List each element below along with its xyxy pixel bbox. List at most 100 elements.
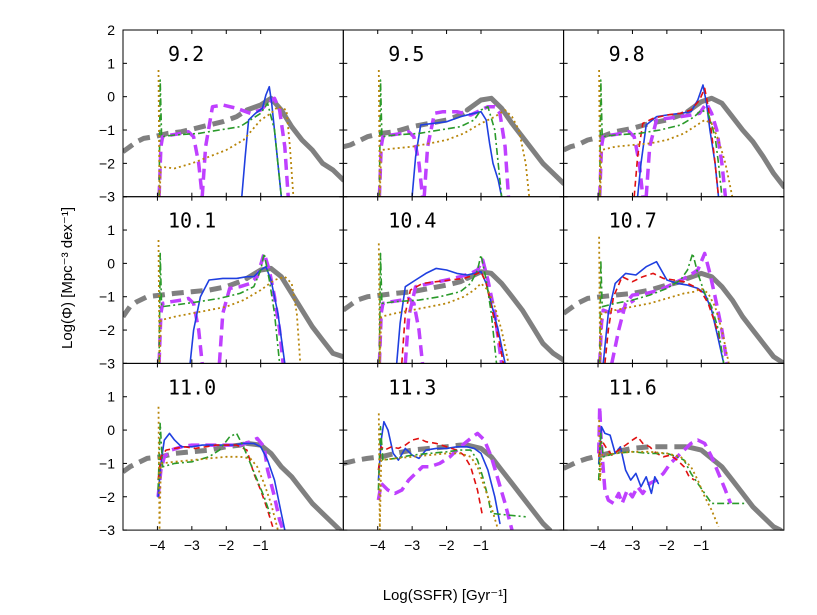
y-tick-label: 1 <box>107 222 115 238</box>
series-gray-thick-dashed <box>343 442 468 466</box>
series-red-dashed <box>604 272 721 364</box>
panel-frame <box>342 196 565 364</box>
y-tick-label: −2 <box>99 155 115 171</box>
panel-frame <box>122 196 344 364</box>
panel-series <box>123 69 344 197</box>
series-blue <box>597 425 660 495</box>
panel-mass-label: 11.6 <box>609 375 657 399</box>
series-green-dashdot <box>157 422 272 518</box>
series-magenta-dashed <box>596 404 733 506</box>
panel-10.1: 10.1 <box>122 196 344 364</box>
x-tick-label: −3 <box>404 537 420 553</box>
series-gray-thick-dashed <box>123 440 248 474</box>
series-green-dashdot <box>158 79 283 197</box>
x-tick-label: −2 <box>659 537 675 553</box>
panel-frame <box>563 362 785 531</box>
series-blue <box>602 260 725 364</box>
series-magenta-dashed <box>157 129 204 197</box>
series-gray-thick <box>685 270 784 364</box>
panel-9.8: 9.8 <box>563 29 785 198</box>
x-tick-label: −4 <box>590 537 606 553</box>
series-blue <box>189 265 286 364</box>
panel-mass-label: 10.7 <box>609 209 657 233</box>
series-orange-dotted <box>157 69 295 197</box>
series-gray-thick <box>464 95 564 186</box>
series-green-dashdot <box>377 425 526 518</box>
series-magenta-dashed <box>377 296 425 364</box>
panel-mass-label: 11.3 <box>388 375 436 399</box>
y-tick-label: −3 <box>99 522 115 538</box>
series-red-dashed <box>597 435 695 481</box>
x-tick-label: −1 <box>253 537 269 553</box>
panels-grid: 9.2 9.5 9.8 10.1 10.4 10.7 11.0 11.3 11.6 <box>122 29 785 531</box>
panel-mass-label: 10.4 <box>388 209 436 233</box>
y-tick-label: −2 <box>99 489 115 505</box>
series-gray-thick <box>464 442 553 531</box>
series-gray-thick-dashed <box>123 107 249 154</box>
x-tick-label: −1 <box>473 537 489 553</box>
panel-frame <box>122 29 344 198</box>
x-tick-labels: −4 −3 −2 −1 −4 −3 −2 −1 −4 −3 −2 −1 <box>149 537 709 553</box>
panel-10.4: 10.4 <box>342 196 565 364</box>
series-magenta-dashed-2 <box>200 96 290 197</box>
y-tick-label: −1 <box>99 289 115 305</box>
series-green-dashdot <box>598 79 723 197</box>
y-tick-label: 1 <box>107 389 115 405</box>
series-gray-thick-dashed <box>123 276 248 319</box>
x-tick-label: −2 <box>439 537 455 553</box>
series-blue <box>377 420 501 525</box>
y-tick-label: 0 <box>107 422 115 438</box>
series-magenta-dashed-2 <box>644 101 728 197</box>
panel-11.3: 11.3 <box>342 362 565 531</box>
panel-series <box>343 243 564 364</box>
series-magenta-dashed <box>376 431 514 531</box>
series-magenta-dashed-2 <box>610 251 729 364</box>
series-blue <box>636 84 720 197</box>
panel-9.2: 9.2 <box>122 29 344 198</box>
panel-9.5: 9.5 <box>342 29 565 198</box>
series-magenta-dashed <box>157 296 204 364</box>
panel-series <box>563 404 783 531</box>
panel-10.7: 10.7 <box>563 196 785 364</box>
series-magenta-dashed <box>377 129 425 197</box>
y-tick-label: −1 <box>99 122 115 138</box>
series-orange-dotted <box>598 420 720 528</box>
series-orange-dotted <box>377 413 500 531</box>
x-tick-label: −2 <box>218 537 234 553</box>
series-orange-dotted <box>377 69 531 197</box>
series-red-dashed <box>633 87 720 197</box>
series-red-dashed <box>377 437 484 517</box>
series-red-dashed <box>157 444 274 528</box>
series-green-dashdot <box>598 252 725 364</box>
x-axis-label: Log(SSFR) [Gyr⁻¹] <box>383 587 508 604</box>
y-tick-label: −1 <box>99 455 115 471</box>
panel-mass-label: 11.0 <box>168 375 216 399</box>
x-tick-label: −1 <box>693 537 709 553</box>
panel-series <box>343 69 564 197</box>
series-orange-dotted <box>598 236 730 364</box>
panel-mass-label: 9.2 <box>168 42 204 66</box>
series-gray-thick <box>464 269 564 363</box>
panel-series <box>123 406 343 531</box>
panel-11.6: 11.6 <box>563 362 785 531</box>
series-gray-thick-dashed <box>563 444 688 471</box>
y-tick-labels: −3 −2 −1 0 1 2 −3 −2 −1 0 1 −3 −2 −1 0 1 <box>99 22 115 538</box>
y-tick-label: 1 <box>107 55 115 71</box>
panel-11.0: 11.0 <box>122 362 344 531</box>
x-tick-label: −3 <box>184 537 200 553</box>
panel-mass-label: 9.8 <box>609 42 645 66</box>
series-blue <box>241 85 283 197</box>
panel-series <box>563 69 784 197</box>
series-gray-thick <box>244 265 344 360</box>
x-tick-label: −3 <box>624 537 640 553</box>
y-axis-label: Log(Φ) [Mpc⁻³ dex⁻¹] <box>59 207 76 349</box>
series-green-dashdot <box>378 252 498 364</box>
y-tick-label: 2 <box>107 22 115 38</box>
panel-series <box>563 236 784 364</box>
series-orange-dotted <box>157 406 279 531</box>
x-tick-label: −4 <box>149 537 165 553</box>
x-tick-label: −4 <box>370 537 386 553</box>
series-green-dashdot <box>158 252 281 364</box>
y-tick-label: 0 <box>107 89 115 105</box>
